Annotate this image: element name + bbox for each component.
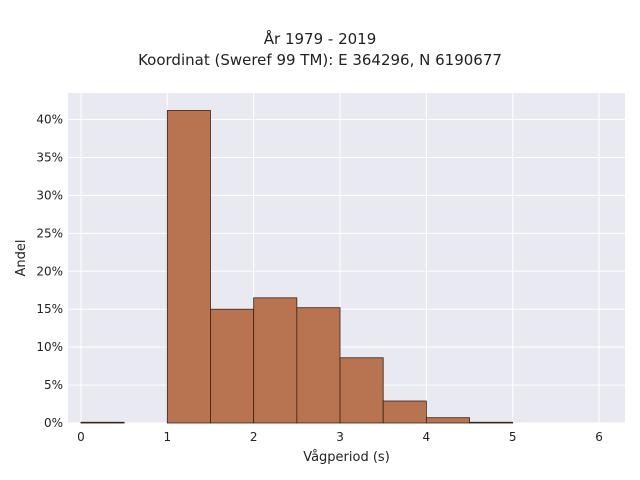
x-tick-label: 3 <box>336 430 344 444</box>
histogram-bar <box>166 110 211 424</box>
x-tick-label: 1 <box>163 430 171 444</box>
histogram-bar <box>339 357 384 424</box>
histogram-bar <box>469 421 514 424</box>
x-tick-label: 5 <box>509 430 517 444</box>
x-tick-label: 6 <box>595 430 603 444</box>
x-tick-label: 4 <box>423 430 431 444</box>
bars <box>80 110 514 424</box>
y-tick-label: 0% <box>44 416 63 430</box>
histogram-bar <box>253 297 298 424</box>
histogram-bar <box>425 417 470 424</box>
x-axis-ticks: 0 1 2 3 4 5 6 <box>77 430 603 444</box>
chart-title-line-1: År 1979 - 2019 <box>263 30 377 48</box>
y-tick-label: 20% <box>36 264 63 278</box>
y-tick-label: 40% <box>36 113 63 127</box>
histogram-bar <box>210 308 255 424</box>
y-tick-label: 30% <box>36 188 63 202</box>
x-axis-label: Vågperiod (s) <box>303 450 390 465</box>
y-tick-label: 5% <box>44 378 63 392</box>
histogram-bar <box>382 400 427 424</box>
chart-title-line-2: Koordinat (Sweref 99 TM): E 364296, N 61… <box>138 51 502 69</box>
y-tick-label: 35% <box>36 150 63 164</box>
y-tick-label: 10% <box>36 340 63 354</box>
histogram-bar <box>296 307 341 424</box>
y-tick-label: 15% <box>36 302 63 316</box>
x-tick-label: 2 <box>250 430 258 444</box>
y-tick-label: 25% <box>36 226 63 240</box>
histogram-bar <box>80 421 125 424</box>
x-tick-label: 0 <box>77 430 85 444</box>
y-axis-label: Andel <box>14 240 29 277</box>
y-axis-ticks: 0% 5% 10% 15% 20% 25% 30% 35% 40% <box>36 113 63 430</box>
